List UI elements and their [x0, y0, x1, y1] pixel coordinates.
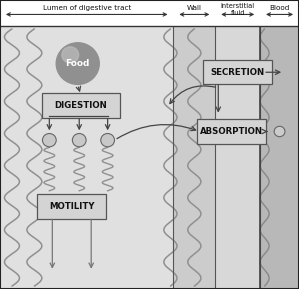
- FancyBboxPatch shape: [42, 93, 120, 118]
- Bar: [260, 26, 299, 289]
- Circle shape: [274, 126, 285, 137]
- Circle shape: [101, 134, 115, 147]
- Circle shape: [42, 134, 56, 147]
- Bar: [0, 26, 173, 289]
- Text: ABSORPTION: ABSORPTION: [200, 127, 263, 136]
- Text: Blood: Blood: [269, 5, 290, 11]
- Text: DIGESTION: DIGESTION: [54, 101, 107, 110]
- FancyBboxPatch shape: [203, 60, 272, 84]
- Text: Interstitial
fluid: Interstitial fluid: [221, 3, 255, 16]
- Bar: [215, 26, 260, 289]
- Bar: [173, 26, 215, 289]
- Circle shape: [56, 43, 99, 84]
- Text: Food: Food: [65, 59, 90, 68]
- FancyBboxPatch shape: [197, 119, 266, 144]
- Circle shape: [72, 134, 86, 147]
- Circle shape: [62, 47, 79, 63]
- Text: Lumen of digestive tract: Lumen of digestive tract: [42, 5, 131, 11]
- FancyBboxPatch shape: [37, 194, 106, 219]
- Bar: [0, 0, 299, 26]
- Text: MOTILITY: MOTILITY: [49, 202, 94, 211]
- Text: SECRETION: SECRETION: [210, 68, 265, 77]
- Text: Wall: Wall: [187, 5, 202, 11]
